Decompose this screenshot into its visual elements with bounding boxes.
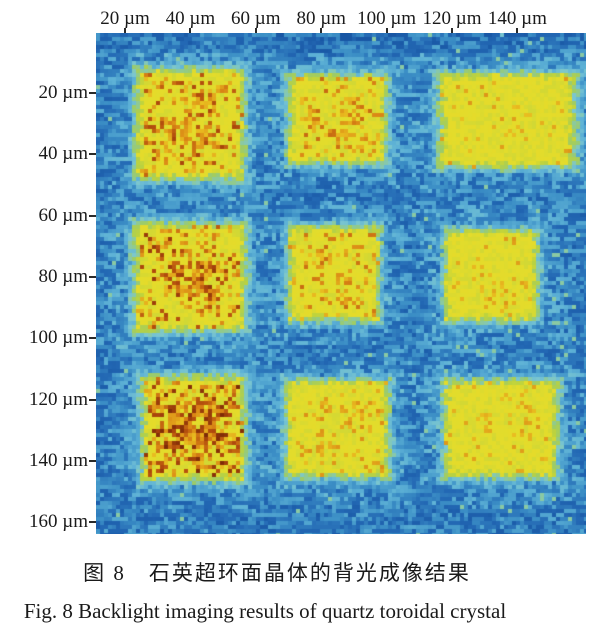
x-tick-label: 20 µm bbox=[100, 8, 150, 29]
x-tick-label: 140 µm bbox=[487, 8, 547, 29]
x-tick-mark bbox=[254, 28, 257, 34]
y-tick-mark bbox=[89, 92, 96, 94]
x-tick-mark bbox=[516, 28, 519, 34]
y-tick-label: 20 µm bbox=[38, 82, 88, 103]
y-tick-mark bbox=[89, 459, 96, 462]
y-tick-label: 80 µm bbox=[38, 265, 88, 287]
y-tick-label: 160 µm bbox=[29, 511, 88, 533]
x-tick-label: 100 µm bbox=[357, 8, 417, 29]
x-tick-mark bbox=[189, 28, 192, 34]
x-tick-label: 40 µm bbox=[165, 8, 216, 29]
x-tick-label: 120 µm bbox=[422, 8, 482, 29]
x-tick-mark bbox=[385, 28, 388, 34]
backlight-imaging-plot: 20 µm 40 µm 60 µm 80 µm 100 µm 120 µm 140 µm 2… bbox=[29, 8, 586, 534]
y-tick-label: 120 µm bbox=[29, 388, 88, 410]
heatmap-image bbox=[96, 33, 586, 534]
y-tick-mark bbox=[89, 153, 96, 156]
y-tick-label: 100 µm bbox=[29, 327, 88, 349]
y-tick-mark bbox=[89, 337, 96, 340]
y-tick-label: 60 µm bbox=[38, 204, 88, 226]
x-tick-mark bbox=[451, 28, 453, 34]
y-tick-mark bbox=[89, 214, 96, 217]
figure-caption-english: Fig. 8 Backlight imaging results of quar… bbox=[23, 599, 507, 623]
y-tick-mark bbox=[89, 521, 96, 524]
x-tick-mark bbox=[124, 28, 126, 34]
y-tick-mark bbox=[89, 398, 96, 401]
y-tick-label: 140 µm bbox=[29, 449, 88, 471]
figure-caption-chinese: 图 8 石英超环面晶体的背光成像结果 bbox=[83, 561, 471, 585]
y-tick-mark bbox=[89, 275, 96, 278]
x-tick-label: 60 µm bbox=[231, 8, 281, 29]
y-tick-label: 40 µm bbox=[38, 143, 88, 165]
x-tick-mark bbox=[320, 28, 323, 34]
x-tick-label: 80 µm bbox=[296, 8, 346, 29]
